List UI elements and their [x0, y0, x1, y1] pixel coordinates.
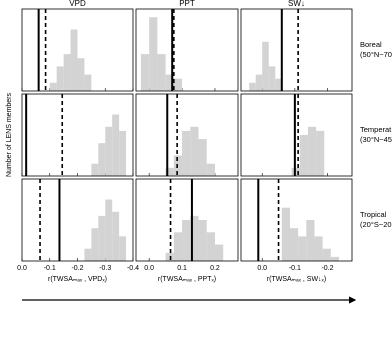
histogram-bar	[140, 54, 150, 91]
panel-frame	[240, 8, 353, 92]
histogram-bar	[206, 232, 215, 261]
x-tick-label: 0.2	[210, 265, 220, 272]
histogram-bar	[330, 256, 339, 261]
row-label: (20°S−20	[360, 220, 392, 229]
column-title: VPD	[69, 0, 86, 8]
histogram-bar	[182, 220, 191, 261]
histogram-bar	[249, 82, 256, 91]
histogram-bar	[190, 126, 199, 176]
histogram-bar	[255, 74, 263, 91]
histogram-bar	[105, 199, 113, 261]
histogram-bar	[299, 135, 308, 176]
histogram-bar	[173, 155, 183, 176]
x-tick-label: -0.1	[289, 265, 301, 272]
histogram-bar	[198, 139, 207, 176]
row-label: (30°N−45	[360, 135, 392, 144]
x-tick-label: 0.0	[17, 265, 27, 272]
histogram-bar	[49, 82, 57, 91]
panel-frame	[21, 8, 134, 92]
histogram-bar	[165, 74, 174, 91]
row-label: Temperat	[360, 125, 392, 134]
x-tick-label: -0.3	[99, 265, 111, 272]
histogram-bar	[119, 130, 127, 176]
histogram-bar	[165, 167, 174, 176]
x-axis-label: r(TWSAₘₐₓ , VPDₓ)	[48, 276, 107, 283]
x-axis-label: r(TWSAₘₐₓ , PPTₓ)	[158, 276, 216, 283]
histogram-bar	[316, 130, 325, 176]
column-title: PPT	[179, 0, 195, 8]
histogram-bar	[268, 66, 276, 91]
histogram-bar	[289, 228, 299, 261]
histogram-bar	[173, 232, 183, 261]
column-title: SW↓	[288, 0, 305, 8]
x-tick-label: 0.0	[257, 265, 267, 272]
histogram-bar	[262, 41, 269, 91]
histogram-bar	[307, 126, 317, 176]
panel-frame	[135, 8, 239, 92]
histogram-bar	[306, 220, 315, 261]
histogram-bar	[198, 220, 207, 261]
x-tick-label: -0.2	[321, 265, 333, 272]
x-tick-label: -0.2	[71, 265, 83, 272]
histogram-bar	[112, 114, 120, 176]
panel-frame	[240, 178, 353, 262]
x-tick-label: 0.0	[144, 265, 154, 272]
x-tick-label: -0.1	[44, 265, 56, 272]
histogram-bar	[98, 143, 106, 176]
histogram-bar	[165, 252, 174, 261]
x-tick-label: 0.1	[177, 265, 187, 272]
x-tick-label: -0.4	[127, 265, 139, 272]
histogram-bar	[149, 17, 158, 92]
histogram-bar	[84, 74, 92, 91]
panel-frame	[21, 178, 134, 262]
panel-frame	[240, 93, 353, 177]
histogram-bar	[322, 248, 331, 261]
histogram-bar	[206, 163, 215, 176]
histogram-bar	[70, 29, 78, 91]
histogram-bar	[182, 130, 191, 176]
histogram-bar	[112, 211, 120, 261]
histogram-bar	[281, 207, 290, 261]
panel-frame	[21, 93, 134, 177]
histogram-bar	[98, 215, 106, 261]
histogram-bar	[91, 163, 99, 176]
row-label: Boreal	[360, 40, 382, 49]
histogram-bar	[84, 248, 92, 261]
histogram-bar	[105, 126, 113, 176]
x-axis-label: r(TWSAₘₐₓ , SW↓ₓ)	[267, 276, 326, 283]
row-label: (50°N−70	[360, 50, 392, 59]
histogram-bar	[190, 215, 199, 261]
histogram-bar	[214, 244, 224, 261]
histogram-bar	[91, 228, 99, 261]
histogram-bar	[119, 236, 127, 261]
histogram-bar	[298, 236, 307, 261]
histogram-bar	[77, 58, 85, 91]
histogram-bar	[275, 78, 282, 91]
y-axis-label: Number of LENS members	[6, 92, 13, 177]
panel-frame	[135, 178, 239, 262]
row-label: Tropical	[360, 210, 387, 219]
histogram-bar	[56, 66, 64, 91]
histogram-bar	[173, 78, 183, 91]
histogram-bar	[314, 236, 323, 261]
panel-frame	[135, 93, 239, 177]
histogram-bar	[63, 54, 71, 91]
histogram-bar	[157, 54, 166, 91]
